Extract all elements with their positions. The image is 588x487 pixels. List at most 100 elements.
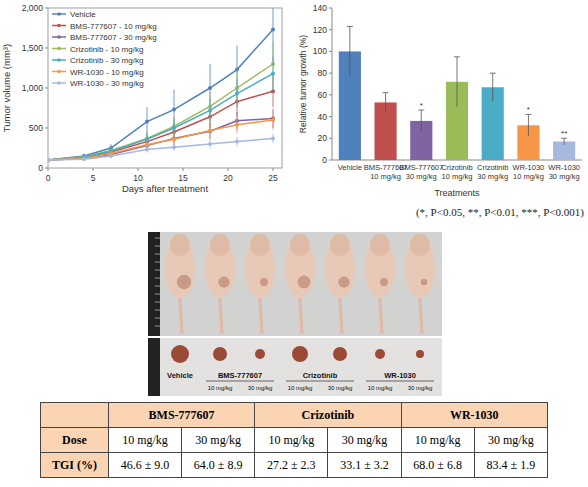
mouse-tumor xyxy=(298,276,311,289)
table-cell: 30 mg/kg xyxy=(474,428,547,453)
ruler-tick xyxy=(155,270,160,271)
ruler-tick xyxy=(155,238,160,239)
series-line xyxy=(48,91,273,160)
marker xyxy=(208,142,212,146)
table-cell: WR-1030 xyxy=(401,403,547,428)
ruler-tick xyxy=(155,294,160,295)
mouse-tail xyxy=(180,298,182,334)
figure: 05001,0001,5002,0000510152025Days after … xyxy=(0,0,588,400)
series-line xyxy=(48,30,273,160)
x-tick-label: WR-103010 mg/kg xyxy=(513,163,545,181)
x-tick xyxy=(138,168,139,171)
x-tick-label: 20 xyxy=(223,173,233,183)
y-tick xyxy=(45,48,48,49)
error-cap xyxy=(347,26,353,27)
significance: ** xyxy=(561,129,567,138)
mouse-head xyxy=(250,234,270,256)
excised-tumor xyxy=(255,349,265,359)
excised-tumor xyxy=(333,347,347,361)
error-cap xyxy=(454,56,460,57)
legend-label: Crizotinib - 10 mg/kg xyxy=(70,45,143,54)
error-bar xyxy=(564,138,565,145)
line-part: WR-1030 xyxy=(548,163,580,172)
legend-marker xyxy=(57,12,61,16)
y-axis-title: Tumor volume (mm³) xyxy=(1,44,12,132)
line-part: 10 mg/kg xyxy=(442,172,473,181)
group-rule xyxy=(206,381,274,382)
y-tick-label: 0 xyxy=(38,163,43,173)
ruler-tick xyxy=(155,278,160,279)
line-part: 30 mg/kg xyxy=(477,172,508,181)
y-tick-label: 40 xyxy=(318,112,328,122)
ruler-tick xyxy=(155,326,160,327)
marker xyxy=(48,158,50,162)
photo-bottom xyxy=(148,338,442,396)
x-tick xyxy=(48,168,49,171)
group-rule xyxy=(286,381,354,382)
mouse-head xyxy=(210,234,230,256)
line-part: 10 mg/kg xyxy=(513,172,544,181)
dose-label: 10 mg/kg xyxy=(208,385,233,391)
legend-label: WR-1030 - 30 mg/kg xyxy=(70,79,144,88)
mouse-tail xyxy=(380,298,382,334)
mouse-tumor xyxy=(218,276,229,287)
marker xyxy=(48,158,50,162)
mouse-tail xyxy=(420,298,422,334)
mouse-tumor xyxy=(421,279,427,285)
y-axis-title: Relative tumor growth (%) xyxy=(298,35,308,133)
table-cell: 68.0 ± 6.8 xyxy=(401,453,474,478)
legend-label: BMS-777607 - 10 mg/kg xyxy=(70,22,157,31)
series-line xyxy=(48,118,273,160)
error-bar xyxy=(349,26,350,76)
bar-group xyxy=(339,26,575,160)
table-cell: Crizotinib xyxy=(255,403,401,428)
marker xyxy=(235,123,239,127)
table-cell: BMS-777607 xyxy=(108,403,254,428)
mouse-head xyxy=(410,234,430,256)
marker xyxy=(271,28,275,32)
table-cell: 64.0 ± 8.9 xyxy=(182,453,255,478)
legend-label: Vehicle xyxy=(70,10,96,19)
table-cell: 10 mg/kg xyxy=(108,428,181,453)
series-line xyxy=(48,120,273,160)
x-tick xyxy=(93,168,94,171)
dose-label: 30 mg/kg xyxy=(328,385,353,391)
excised-tumor xyxy=(213,347,227,361)
group-label: BMS-777607 xyxy=(218,371,262,380)
dose-label: 10 mg/kg xyxy=(368,385,393,391)
significance: * xyxy=(420,101,423,110)
photo-top xyxy=(148,232,442,336)
mouse-head xyxy=(290,234,310,256)
error-bar xyxy=(457,57,458,107)
group-label: WR-1030 xyxy=(384,371,416,380)
error-bar xyxy=(528,114,529,136)
table-cell: 10 mg/kg xyxy=(255,428,328,453)
marker xyxy=(82,157,86,161)
marker xyxy=(208,108,212,112)
marker xyxy=(145,120,149,124)
error-cap xyxy=(490,73,496,74)
y-tick xyxy=(45,88,48,89)
marker xyxy=(145,143,149,147)
group-label: Crizotinib xyxy=(303,371,338,380)
mouse-tumor xyxy=(380,278,388,286)
dose-label: 30 mg/kg xyxy=(408,385,433,391)
x-axis-title: Treatments xyxy=(434,188,480,198)
marker xyxy=(271,72,275,76)
dose-label: 30 mg/kg xyxy=(248,385,273,391)
marker xyxy=(48,158,50,162)
marker xyxy=(172,145,176,149)
marker xyxy=(172,137,176,141)
y-tick-label: 0 xyxy=(322,155,327,165)
ruler-tick xyxy=(155,318,160,319)
excised-tumor xyxy=(171,345,189,363)
x-axis-title: Days after treatment xyxy=(122,183,208,194)
table-cell: 83.4 ± 1.9 xyxy=(474,453,547,478)
mouse-tail xyxy=(340,298,342,334)
legend-label: Crizotinib - 30 mg/kg xyxy=(70,56,143,65)
ruler xyxy=(148,232,160,336)
table-cell: TGI (%) xyxy=(41,453,109,478)
marker xyxy=(48,158,50,162)
marker xyxy=(172,108,176,112)
y-tick xyxy=(45,128,48,129)
